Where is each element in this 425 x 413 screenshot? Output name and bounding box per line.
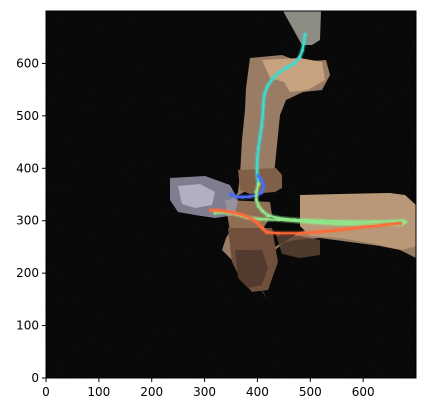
trajectory-point-0-10 xyxy=(261,103,265,107)
trajectory-point-0-4 xyxy=(292,61,297,66)
trajectory-point-0-15 xyxy=(255,156,260,160)
x-tick-label: 500 xyxy=(299,385,322,399)
trajectory-point-2-19 xyxy=(276,218,281,222)
trajectory-point-0-13 xyxy=(258,135,262,139)
trajectory-point-1-6 xyxy=(262,185,266,189)
trajectory-point-2-4 xyxy=(261,209,265,213)
x-tick-label: 300 xyxy=(193,385,216,399)
trajectory-point-0-0 xyxy=(303,32,307,37)
trajectory-point-2-16 xyxy=(361,222,365,226)
plot-frame xyxy=(45,10,417,379)
trajectory-point-3-6 xyxy=(255,221,260,225)
trajectory-point-3-7 xyxy=(261,226,265,231)
trajectory-point-0-1 xyxy=(302,40,306,45)
trajectory-point-0-12 xyxy=(260,124,264,128)
trajectory-point-3-2 xyxy=(224,209,228,213)
trajectory-point-3-5 xyxy=(250,217,254,221)
trajectory-point-2-13 xyxy=(403,220,408,224)
trajectory-point-0-9 xyxy=(262,93,266,97)
trajectory-point-3-13 xyxy=(361,225,365,229)
trajectory-point-2-3 xyxy=(256,204,261,208)
trajectory-point-1-5 xyxy=(260,190,264,195)
trajectory-point-1-2 xyxy=(241,195,245,199)
trajectory-point-1-3 xyxy=(247,194,252,199)
trajectory-point-2-10 xyxy=(372,220,376,224)
trajectory-point-3-15 xyxy=(398,221,402,225)
y-tick-label: 0 xyxy=(31,371,39,385)
y-tick-label: 100 xyxy=(16,319,39,333)
trajectory-point-0-8 xyxy=(265,85,269,89)
trajectory-point-0-16 xyxy=(255,166,259,170)
trajectory-point-0-7 xyxy=(270,77,274,81)
trajectory-point-1-0 xyxy=(229,192,233,197)
trajectory-point-0-6 xyxy=(276,71,281,75)
x-axis: 0 100 200 300 400 500 600 xyxy=(42,378,375,399)
x-tick-label: 100 xyxy=(87,385,110,399)
trajectory-point-1-8 xyxy=(256,174,261,178)
trajectory-point-1-1 xyxy=(234,194,238,199)
y-axis: 0 100 200 300 400 500 600 xyxy=(16,56,46,385)
y-tick-label: 500 xyxy=(16,109,39,123)
trajectory-point-2-25 xyxy=(213,211,217,215)
trajectory-point-2-18 xyxy=(308,220,312,224)
trajectory-point-3-9 xyxy=(276,231,281,235)
y-tick-label: 600 xyxy=(16,56,39,70)
trajectory-point-0-2 xyxy=(300,48,304,52)
trajectory-point-3-10 xyxy=(298,231,302,235)
trajectory-point-2-9 xyxy=(345,220,349,224)
trajectory-point-0-14 xyxy=(256,145,261,149)
trajectory-point-2-1 xyxy=(254,190,258,194)
y-tick-label: 400 xyxy=(16,161,39,175)
trajectory-point-1-7 xyxy=(260,178,264,182)
trajectory-point-3-3 xyxy=(232,211,236,215)
trajectory-point-2-5 xyxy=(266,213,270,218)
trajectory-point-2-8 xyxy=(319,219,323,223)
trajectory-point-2-12 xyxy=(401,219,405,223)
x-tick-label: 200 xyxy=(140,385,163,399)
y-tick-label: 300 xyxy=(16,214,39,228)
trajectory-point-2-11 xyxy=(390,219,394,223)
trajectory-point-2-0 xyxy=(256,182,261,186)
trajectory-point-3-0 xyxy=(209,208,213,212)
trajectory-point-3-1 xyxy=(216,208,220,212)
trajectory-point-2-2 xyxy=(254,198,258,202)
trajectory-point-3-11 xyxy=(319,230,323,234)
x-tick-label: 400 xyxy=(246,385,269,399)
trajectory-line-3 xyxy=(209,209,402,235)
trajectory-point-0-5 xyxy=(284,66,289,70)
trajectory-point-3-4 xyxy=(242,213,246,218)
trajectory-point-2-20 xyxy=(258,217,262,221)
trajectory-point-2-7 xyxy=(292,218,297,222)
y-tick-label: 200 xyxy=(16,266,39,280)
trajectory-point-2-17 xyxy=(335,222,339,226)
x-tick-label: 600 xyxy=(352,385,375,399)
trajectory-point-3-14 xyxy=(382,223,386,227)
trajectory-point-3-8 xyxy=(265,230,269,234)
trajectory-point-0-3 xyxy=(298,55,302,59)
trajectory-point-3-12 xyxy=(340,228,344,232)
trajectory-point-0-11 xyxy=(261,114,265,118)
trajectory-lines xyxy=(208,32,408,236)
x-tick-label: 0 xyxy=(42,385,50,399)
